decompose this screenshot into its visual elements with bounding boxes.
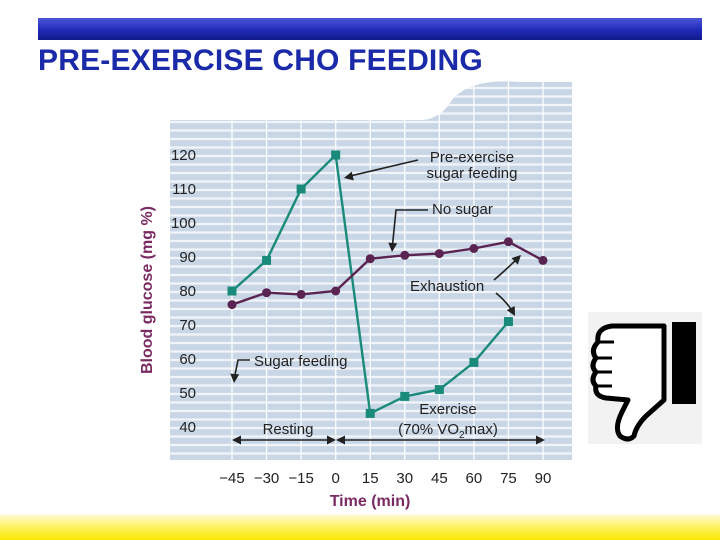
data-point-nosugar xyxy=(434,249,444,259)
y-tick-label: 90 xyxy=(179,249,196,266)
data-point-nosugar xyxy=(469,244,479,253)
data-point-sugar xyxy=(227,286,237,296)
annotation-pre-exercise-1: Pre-exercise xyxy=(430,149,514,166)
series-line-nosugar xyxy=(231,240,544,306)
annotation-exhaustion: Exhaustion xyxy=(410,278,484,295)
data-point-nosugar xyxy=(538,255,548,265)
annotation-sugar-feeding: Sugar feeding xyxy=(254,353,347,370)
arrowhead-sugar-feeding xyxy=(230,373,240,383)
y-axis-label: Blood glucose (mg %) xyxy=(139,206,156,374)
arrowhead-exercise-right xyxy=(536,435,545,445)
y-tick-label: 80 xyxy=(179,283,196,300)
data-point-nosugar xyxy=(503,237,513,247)
y-tick-label: 110 xyxy=(172,181,196,198)
x-tick-label: −45 xyxy=(219,470,244,487)
x-tick-label: 15 xyxy=(362,470,379,487)
arrowhead-exercise-left xyxy=(336,435,345,445)
axis-layer: Blood glucose (mg %) Time (min) 40 50 60 70… xyxy=(139,147,551,510)
slide-title: PRE-EXERCISE CHO FEEDING xyxy=(38,44,483,77)
footer-bar-decoration xyxy=(0,514,720,540)
x-tick-label: 30 xyxy=(396,470,413,487)
arrowhead-exhaustion-down xyxy=(506,305,515,316)
annotation-no-sugar: No sugar xyxy=(432,201,493,218)
data-point-sugar xyxy=(434,385,444,395)
data-point-sugar xyxy=(365,408,375,418)
x-axis-label: Time (min) xyxy=(330,493,411,510)
x-tick-label: 75 xyxy=(500,470,517,487)
v-dot-icon: ˙ xyxy=(440,409,444,423)
annotation-pre-exercise-2: sugar feeding xyxy=(427,165,518,182)
annotation-resting: Resting xyxy=(263,421,314,438)
arrow-no-sugar xyxy=(391,209,428,251)
arrowhead-resting-right xyxy=(327,435,336,445)
annotation-exercise: Exercise xyxy=(419,401,477,418)
data-point-sugar xyxy=(262,255,272,265)
data-point-nosugar xyxy=(296,289,306,299)
y-tick-label: 50 xyxy=(179,385,196,402)
data-point-sugar xyxy=(469,357,479,367)
arrowhead-no-sugar xyxy=(388,242,398,252)
series-layer xyxy=(227,150,548,418)
arrow-pre-exercise xyxy=(345,159,419,178)
y-tick-label: 70 xyxy=(179,317,196,334)
x-tick-label: −30 xyxy=(254,470,279,487)
data-point-nosugar xyxy=(400,250,410,260)
y-tick-label: 100 xyxy=(171,215,196,232)
x-tick-label: 45 xyxy=(431,470,448,487)
y-tick-label: 60 xyxy=(179,351,196,368)
x-tick-label: 60 xyxy=(466,470,483,487)
y-tick-label: 120 xyxy=(171,147,196,164)
data-point-sugar xyxy=(400,391,410,401)
title-bar-decoration xyxy=(38,18,702,40)
arrowhead-exhaustion-up xyxy=(511,255,521,265)
thumbs-down-icon xyxy=(588,312,702,444)
x-tick-label: 0 xyxy=(331,470,339,487)
arrow-sugar-feeding xyxy=(233,359,250,381)
data-point-sugar xyxy=(331,150,341,160)
data-point-nosugar xyxy=(227,300,237,310)
arrowhead-resting-left xyxy=(232,435,241,445)
arrowhead-pre-exercise xyxy=(344,171,354,181)
data-point-sugar xyxy=(503,317,513,327)
x-tick-label: 90 xyxy=(535,470,552,487)
annotation-exercise-intensity: (70% VO2max) xyxy=(398,421,498,441)
x-tick-label: −15 xyxy=(288,470,313,487)
data-point-nosugar xyxy=(262,288,272,298)
y-tick-label: 40 xyxy=(179,419,196,436)
data-point-nosugar xyxy=(331,286,341,296)
annotations: Pre-exercise sugar feeding No sugar Exha… xyxy=(230,149,545,445)
data-point-sugar xyxy=(296,184,306,194)
data-point-nosugar xyxy=(365,254,375,264)
